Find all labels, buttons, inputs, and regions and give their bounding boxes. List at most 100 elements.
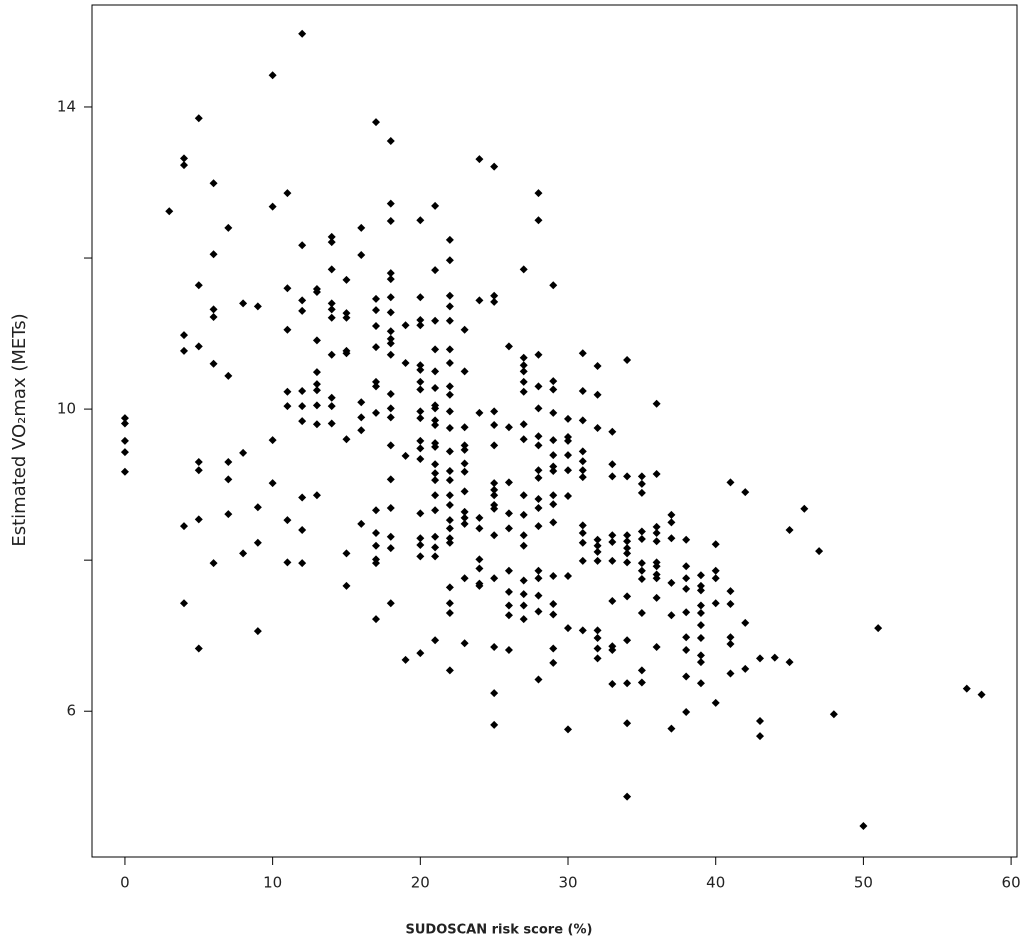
point xyxy=(549,491,558,500)
point xyxy=(431,476,440,485)
point xyxy=(637,678,646,687)
point xyxy=(534,607,543,616)
point xyxy=(386,532,395,541)
point xyxy=(416,534,425,543)
point xyxy=(667,510,676,519)
point xyxy=(386,599,395,608)
point xyxy=(298,386,307,395)
point xyxy=(741,488,750,497)
point xyxy=(445,447,454,456)
point xyxy=(578,521,587,530)
point xyxy=(327,305,336,314)
point xyxy=(445,467,454,476)
point xyxy=(652,528,661,537)
point xyxy=(416,365,425,374)
point xyxy=(504,524,513,533)
point xyxy=(696,601,705,610)
point xyxy=(637,575,646,584)
point xyxy=(504,611,513,620)
point xyxy=(564,624,573,633)
point xyxy=(859,822,868,831)
y-tick-label: 10 xyxy=(57,400,76,418)
x-axis-label: SUDOSCAN risk score (%) xyxy=(406,923,593,938)
point xyxy=(623,549,632,558)
point xyxy=(534,404,543,413)
point xyxy=(696,609,705,618)
point xyxy=(741,664,750,673)
point xyxy=(180,161,189,170)
point xyxy=(209,312,218,321)
point xyxy=(460,367,469,376)
point xyxy=(431,316,440,325)
point xyxy=(593,541,602,550)
point xyxy=(534,574,543,583)
point xyxy=(623,679,632,688)
point xyxy=(519,531,528,540)
point xyxy=(667,518,676,527)
point xyxy=(490,420,499,429)
point xyxy=(504,646,513,655)
point xyxy=(652,593,661,602)
point xyxy=(519,510,528,519)
point xyxy=(608,460,617,469)
point xyxy=(224,457,233,466)
point xyxy=(519,590,528,599)
x-tick-label: 30 xyxy=(558,874,577,892)
point xyxy=(268,479,277,488)
point xyxy=(534,473,543,482)
point xyxy=(593,626,602,635)
point xyxy=(180,522,189,531)
point xyxy=(283,387,292,396)
point xyxy=(416,407,425,416)
point xyxy=(431,266,440,275)
point xyxy=(534,466,543,475)
point xyxy=(490,720,499,729)
point xyxy=(416,444,425,453)
point xyxy=(253,627,262,636)
point xyxy=(416,436,425,445)
point xyxy=(445,476,454,485)
point xyxy=(416,361,425,370)
point xyxy=(327,265,336,274)
point xyxy=(283,558,292,567)
point xyxy=(534,441,543,450)
point xyxy=(283,325,292,334)
point xyxy=(372,382,381,391)
point xyxy=(519,367,528,376)
point xyxy=(475,564,484,573)
point xyxy=(475,296,484,305)
point xyxy=(180,331,189,340)
point xyxy=(445,316,454,325)
point xyxy=(312,491,321,500)
point xyxy=(283,516,292,525)
point xyxy=(298,525,307,534)
point xyxy=(416,414,425,423)
point xyxy=(445,382,454,391)
point xyxy=(386,504,395,513)
point xyxy=(608,538,617,547)
point xyxy=(372,294,381,303)
point xyxy=(549,436,558,445)
point xyxy=(431,367,440,376)
point xyxy=(342,309,351,318)
point xyxy=(357,519,366,528)
point xyxy=(637,609,646,618)
point xyxy=(593,423,602,432)
point xyxy=(460,507,469,516)
point xyxy=(445,501,454,510)
point xyxy=(431,201,440,210)
point xyxy=(711,574,720,583)
point xyxy=(386,269,395,278)
point xyxy=(519,353,528,362)
point xyxy=(445,235,454,244)
point xyxy=(386,217,395,226)
point xyxy=(431,345,440,354)
point xyxy=(224,223,233,232)
point xyxy=(194,342,203,351)
point xyxy=(623,558,632,567)
point xyxy=(253,503,262,512)
point xyxy=(194,457,203,466)
point xyxy=(504,566,513,575)
point xyxy=(372,615,381,624)
point xyxy=(490,297,499,306)
